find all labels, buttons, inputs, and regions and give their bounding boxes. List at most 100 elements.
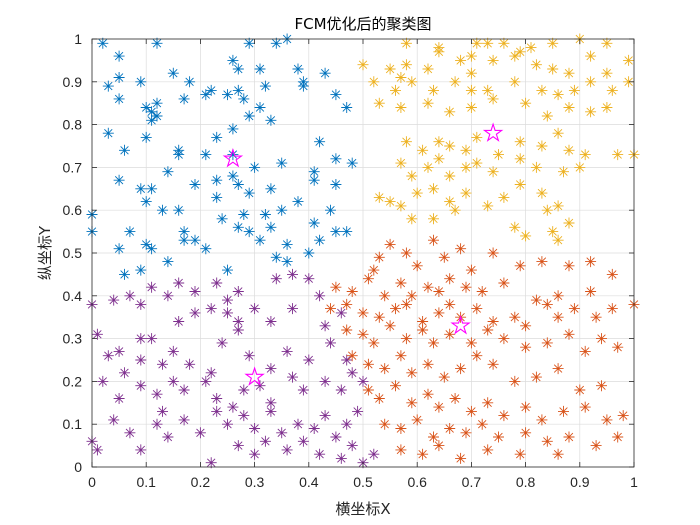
data-point — [395, 350, 407, 362]
data-point — [162, 290, 174, 302]
data-point — [243, 350, 255, 362]
data-point — [487, 358, 499, 370]
data-point — [568, 303, 580, 315]
data-point — [574, 161, 586, 173]
data-point — [547, 226, 559, 238]
data-point — [455, 243, 467, 255]
y-tick-label: 0.8 — [63, 117, 83, 133]
data-point — [520, 401, 532, 413]
data-point — [428, 337, 439, 349]
data-point — [460, 144, 472, 156]
data-point — [335, 384, 347, 396]
data-point — [346, 286, 358, 297]
data-point — [265, 221, 277, 233]
data-point — [211, 131, 223, 143]
data-point — [487, 316, 499, 327]
data-point — [417, 324, 429, 336]
data-point — [135, 76, 147, 88]
data-point — [211, 174, 223, 186]
data-point — [482, 200, 494, 212]
data-point — [400, 333, 412, 345]
data-point — [259, 209, 271, 220]
data-point — [384, 320, 396, 332]
data-point — [362, 273, 374, 285]
data-point — [395, 102, 407, 113]
data-point — [514, 260, 526, 272]
data-point — [433, 46, 445, 58]
data-point — [249, 423, 261, 434]
data-point — [189, 307, 201, 319]
data-point — [91, 328, 103, 340]
data-point — [108, 294, 120, 306]
data-point — [189, 179, 201, 190]
data-point — [422, 161, 434, 173]
data-point — [417, 316, 429, 327]
data-point — [384, 238, 396, 250]
data-point — [395, 200, 407, 212]
series-2 — [357, 33, 640, 246]
data-point — [563, 431, 575, 443]
data-point — [465, 84, 477, 96]
data-point — [411, 260, 423, 272]
data-point — [498, 333, 510, 345]
data-point — [189, 234, 201, 246]
x-tick-label: 0 — [88, 474, 96, 490]
data-point — [509, 76, 521, 88]
data-point — [493, 149, 504, 161]
data-point — [249, 161, 261, 173]
data-point — [606, 268, 618, 280]
data-point — [222, 307, 233, 319]
data-point — [563, 102, 575, 113]
data-point — [444, 170, 456, 182]
data-point — [265, 405, 277, 417]
data-point — [167, 375, 179, 387]
data-point — [135, 298, 147, 310]
data-point — [465, 50, 477, 62]
data-point — [222, 294, 233, 306]
data-point — [308, 217, 320, 229]
data-point — [482, 397, 494, 409]
data-point — [558, 166, 569, 178]
data-point — [314, 136, 326, 148]
data-point — [460, 281, 472, 293]
data-point — [227, 123, 239, 135]
data-point — [352, 405, 364, 417]
data-point — [113, 345, 125, 357]
data-point — [102, 127, 114, 139]
data-point — [433, 307, 445, 319]
data-point — [460, 187, 472, 199]
data-point — [211, 191, 223, 203]
data-point — [482, 37, 494, 49]
data-point — [287, 371, 298, 383]
data-point — [146, 114, 158, 126]
data-point — [270, 37, 282, 49]
data-point — [238, 209, 250, 220]
data-point — [362, 358, 374, 370]
data-point — [395, 444, 407, 456]
data-point — [162, 256, 174, 268]
data-point — [113, 243, 125, 255]
data-point — [335, 452, 347, 464]
data-point — [346, 157, 358, 169]
data-point — [124, 427, 136, 439]
data-point — [552, 448, 564, 460]
data-point — [357, 307, 369, 319]
data-point — [259, 80, 271, 92]
data-point — [433, 440, 445, 452]
data-point — [449, 76, 461, 88]
data-point — [232, 316, 244, 327]
data-point — [265, 114, 277, 126]
data-point — [530, 294, 542, 306]
data-point — [238, 410, 250, 422]
data-point — [444, 328, 456, 340]
data-point — [433, 136, 445, 148]
data-point — [194, 427, 206, 439]
data-point — [308, 174, 320, 186]
data-point — [465, 102, 477, 113]
data-point — [493, 431, 504, 443]
data-point — [558, 405, 569, 417]
data-point — [406, 290, 418, 302]
data-point — [520, 427, 532, 439]
data-point — [536, 256, 548, 268]
data-point — [612, 341, 624, 353]
